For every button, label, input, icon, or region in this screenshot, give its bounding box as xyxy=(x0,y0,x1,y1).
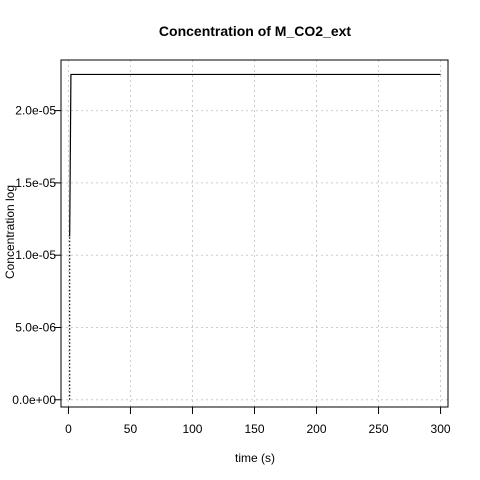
grid xyxy=(61,60,448,407)
x-tick-label: 250 xyxy=(369,422,389,436)
chart-title: Concentration of M_CO2_ext xyxy=(159,23,351,39)
x-axis-label: time (s) xyxy=(235,451,275,465)
series-layer xyxy=(69,73,441,400)
x-tick-label: 0 xyxy=(65,422,72,436)
x-axis: 0 50 100 150 200 250 300 xyxy=(65,407,451,436)
x-tick-label: 200 xyxy=(307,422,327,436)
y-tick-label: 2.0e-05 xyxy=(15,104,56,118)
x-tick-label: 50 xyxy=(124,422,138,436)
y-tick-label: 1.5e-05 xyxy=(15,176,56,190)
x-tick-label: 100 xyxy=(182,422,202,436)
x-tick-label: 300 xyxy=(431,422,451,436)
y-tick-label: 5.0e-06 xyxy=(15,320,56,334)
plot-frame xyxy=(60,59,449,408)
y-axis: 0.0e+00 5.0e-06 1.0e-05 1.5e-05 2.0e-05 xyxy=(12,104,61,407)
x-tick-label: 150 xyxy=(244,422,264,436)
y-tick-label: 0.0e+00 xyxy=(12,393,56,407)
y-axis-label: Concentration log xyxy=(3,185,17,279)
series-line-1 xyxy=(69,73,441,237)
y-tick-label: 1.0e-05 xyxy=(15,248,56,262)
